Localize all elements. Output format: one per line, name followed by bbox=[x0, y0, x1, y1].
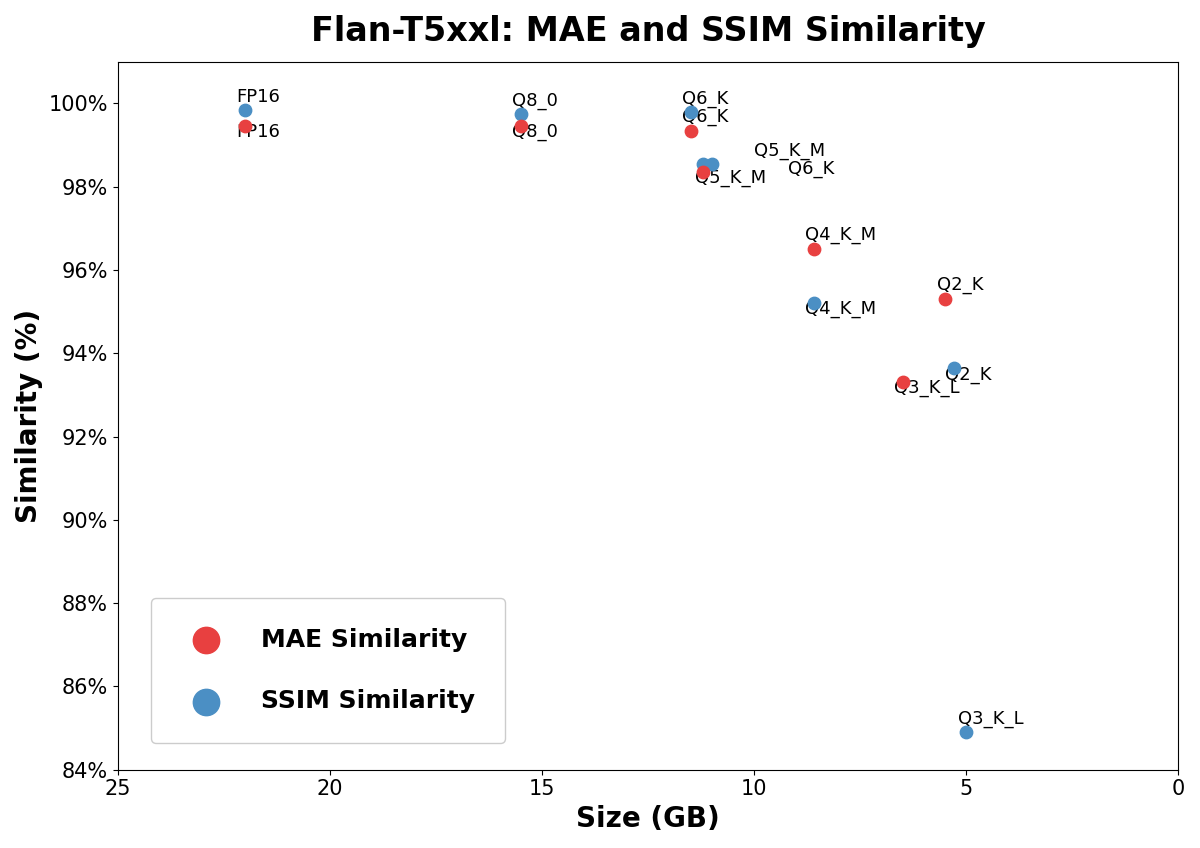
Text: Q2_K: Q2_K bbox=[946, 365, 991, 383]
Title: Flan-T5xxl: MAE and SSIM Similarity: Flan-T5xxl: MAE and SSIM Similarity bbox=[311, 15, 985, 48]
Point bbox=[235, 120, 254, 133]
Text: Q4_K_M: Q4_K_M bbox=[805, 226, 876, 244]
Text: FP16: FP16 bbox=[236, 87, 281, 105]
Point bbox=[694, 165, 713, 179]
Point bbox=[511, 107, 530, 120]
Point bbox=[680, 124, 700, 137]
Text: Q4_K_M: Q4_K_M bbox=[805, 300, 876, 318]
Text: Q6_K: Q6_K bbox=[682, 90, 728, 108]
Point bbox=[694, 157, 713, 170]
Point bbox=[936, 293, 955, 306]
Point bbox=[511, 120, 530, 133]
Point bbox=[702, 157, 721, 170]
Point bbox=[956, 725, 976, 739]
Point bbox=[235, 103, 254, 116]
Point bbox=[680, 105, 700, 119]
Y-axis label: Similarity (%): Similarity (%) bbox=[16, 309, 43, 523]
Legend: MAE Similarity, SSIM Similarity: MAE Similarity, SSIM Similarity bbox=[151, 598, 505, 743]
X-axis label: Size (GB): Size (GB) bbox=[576, 805, 720, 833]
Text: Q3_K_L: Q3_K_L bbox=[894, 379, 960, 397]
Point bbox=[804, 297, 823, 310]
Point bbox=[893, 376, 912, 389]
Text: Q5_K_M: Q5_K_M bbox=[754, 142, 826, 159]
Point bbox=[804, 243, 823, 256]
Text: Q2_K: Q2_K bbox=[936, 276, 983, 294]
Text: Q8_0: Q8_0 bbox=[512, 123, 558, 141]
Text: Q6_K: Q6_K bbox=[682, 109, 728, 126]
Text: FP16: FP16 bbox=[236, 123, 281, 141]
Text: Q5_K_M: Q5_K_M bbox=[695, 169, 766, 187]
Text: Q3_K_L: Q3_K_L bbox=[958, 710, 1024, 728]
Point bbox=[944, 361, 964, 375]
Text: Q6_K: Q6_K bbox=[788, 160, 834, 178]
Text: Q8_0: Q8_0 bbox=[512, 92, 558, 109]
